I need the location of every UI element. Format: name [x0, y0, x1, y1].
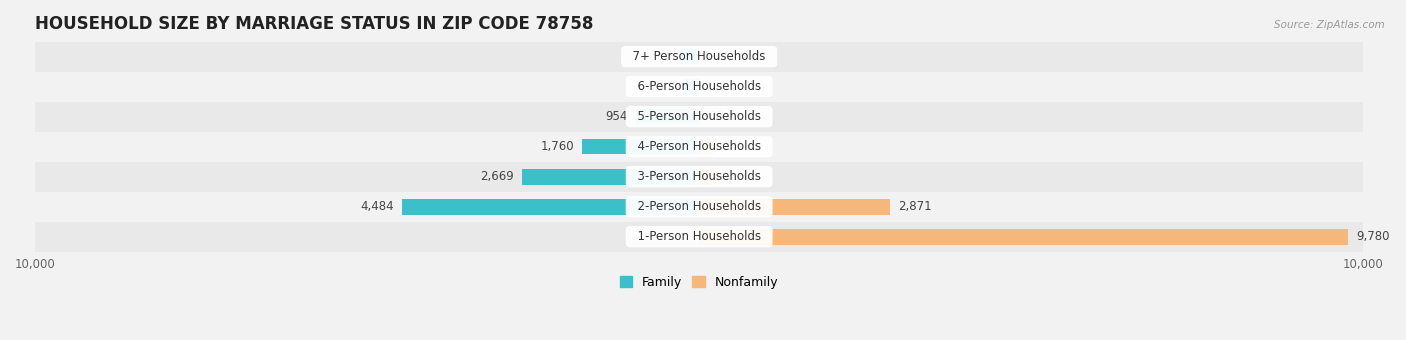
Text: 4-Person Households: 4-Person Households [630, 140, 769, 153]
Bar [35, 192, 1362, 222]
Text: 3-Person Households: 3-Person Households [630, 170, 769, 183]
Text: 1-Person Households: 1-Person Households [630, 230, 769, 243]
Bar [636, 109, 699, 124]
Bar [402, 199, 699, 215]
Text: 954: 954 [606, 110, 628, 123]
Bar [679, 49, 699, 64]
Text: 4,484: 4,484 [360, 200, 394, 213]
Text: 6-Person Households: 6-Person Households [630, 80, 769, 93]
Text: 2,669: 2,669 [481, 170, 515, 183]
Bar [582, 139, 699, 154]
Text: HOUSEHOLD SIZE BY MARRIAGE STATUS IN ZIP CODE 78758: HOUSEHOLD SIZE BY MARRIAGE STATUS IN ZIP… [35, 15, 593, 33]
Text: 240: 240 [652, 80, 675, 93]
Bar [699, 139, 714, 154]
Text: 9,780: 9,780 [1357, 230, 1389, 243]
Bar [35, 162, 1362, 192]
Text: 38: 38 [710, 110, 724, 123]
Bar [699, 109, 702, 124]
Bar [35, 102, 1362, 132]
Bar [699, 199, 890, 215]
Text: 231: 231 [723, 140, 745, 153]
Text: 304: 304 [648, 50, 671, 63]
Text: 5-Person Households: 5-Person Households [630, 110, 769, 123]
Text: 0: 0 [742, 50, 749, 63]
Text: 1,760: 1,760 [541, 140, 575, 153]
Text: 294: 294 [727, 170, 749, 183]
Bar [699, 229, 1348, 244]
Text: 2-Person Households: 2-Person Households [630, 200, 769, 213]
Bar [35, 132, 1362, 162]
Bar [35, 41, 1362, 72]
Legend: Family, Nonfamily: Family, Nonfamily [614, 271, 783, 294]
Bar [35, 222, 1362, 252]
Text: 0: 0 [742, 80, 749, 93]
Bar [35, 72, 1362, 102]
Text: 2,871: 2,871 [897, 200, 931, 213]
Text: 7+ Person Households: 7+ Person Households [626, 50, 773, 63]
Text: Source: ZipAtlas.com: Source: ZipAtlas.com [1274, 20, 1385, 30]
Bar [683, 79, 699, 95]
Bar [522, 169, 699, 185]
Bar [699, 169, 718, 185]
